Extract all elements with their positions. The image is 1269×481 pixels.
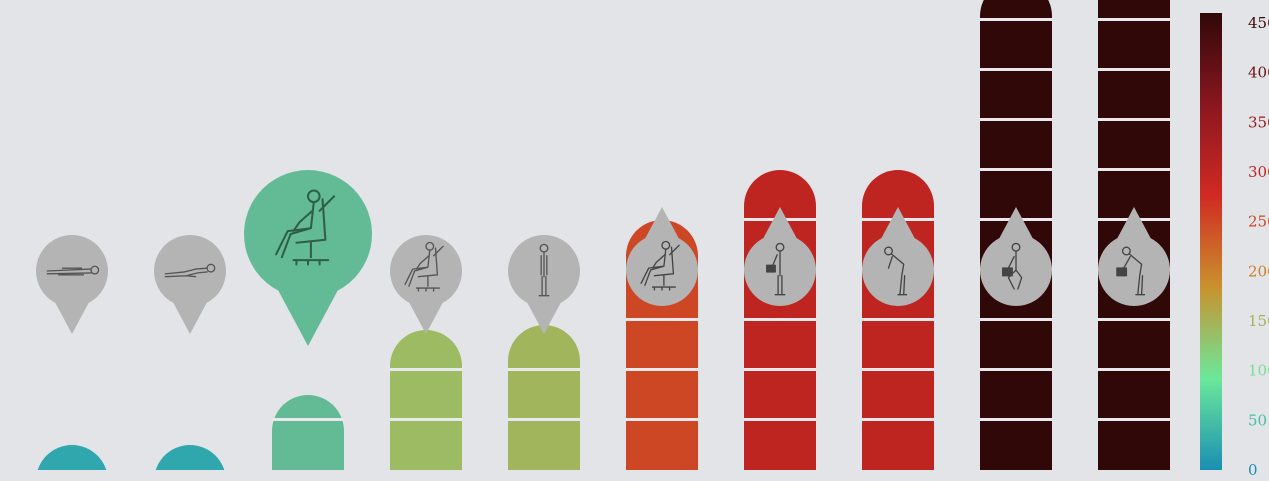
bar-segment-gap	[1098, 418, 1170, 421]
posture-bubble-8	[862, 207, 935, 307]
standing-icon	[538, 243, 550, 297]
bar-segment-gap	[1098, 68, 1170, 71]
bar-segment-gap	[744, 368, 816, 371]
colorbar-tick-label: 450	[1248, 14, 1269, 32]
bar-segment-gap	[744, 418, 816, 421]
colorbar-gradient	[1200, 13, 1222, 470]
posture-bubble-2	[153, 235, 226, 334]
bar-3	[272, 395, 344, 470]
colorbar-tick-label: 50	[1248, 411, 1267, 429]
colorbar-tick-label: 100	[1248, 362, 1269, 380]
posture-bubble-4	[390, 235, 462, 334]
bar-segment-gap	[862, 318, 934, 321]
bar-segment-gap	[862, 368, 934, 371]
colorbar: 0 50 100 150 200 250 300 350 400 450	[1200, 13, 1269, 479]
bar-segment-gap	[626, 418, 698, 421]
bar-segment-gap	[390, 418, 462, 421]
bar-5	[508, 325, 580, 470]
bar-segment-gap	[1098, 368, 1170, 371]
bar-2	[154, 445, 226, 470]
bar-4	[390, 330, 462, 470]
standing-holding-weight-icon	[766, 242, 786, 296]
colorbar-tick-label: 250	[1248, 213, 1269, 231]
colorbar-tick-label: 350	[1248, 113, 1269, 131]
bar-segment-gap	[980, 418, 1052, 421]
bar-segment-gap	[980, 18, 1052, 21]
sitting-reclined-icon	[275, 189, 336, 266]
bar-segment-gap	[272, 418, 344, 421]
posture-bubble-3	[244, 170, 372, 346]
bar-segment-gap	[1098, 318, 1170, 321]
bar-segment-gap	[980, 68, 1052, 71]
bar-segment-gap	[980, 368, 1052, 371]
bar-segment-gap	[862, 418, 934, 421]
bending-lifting-weight-icon	[1116, 246, 1146, 296]
icons-layer	[35, 170, 1170, 346]
posture-bubble-5	[507, 235, 580, 334]
colorbar-tick-label: 200	[1248, 262, 1269, 280]
bar-segment-gap	[626, 318, 698, 321]
bar-segment-gap	[1098, 18, 1170, 21]
colorbar-tick-label: 400	[1248, 64, 1269, 82]
posture-bubble-1	[35, 235, 108, 334]
bar-segment-gap	[980, 318, 1052, 321]
bar-segment-gap	[390, 368, 462, 371]
bar-segment-gap	[980, 168, 1052, 171]
standing-bent-forward-icon	[884, 246, 908, 296]
sitting-leaning-forward-icon	[640, 240, 680, 291]
bar-segment-gap	[1098, 118, 1170, 121]
colorbar-tick-label: 150	[1248, 312, 1269, 330]
posture-bubble-10	[1098, 207, 1170, 307]
bar-segment-gap	[744, 318, 816, 321]
sitting-upright-icon	[404, 241, 444, 292]
colorbar-tick-label: 300	[1248, 163, 1269, 181]
bar-segment-gap	[1098, 168, 1170, 171]
bar-segment-gap	[508, 418, 580, 421]
squatting-lifting-weight-icon	[1002, 242, 1023, 290]
bar-segment-gap	[508, 368, 580, 371]
bar-segment-gap	[626, 368, 698, 371]
lying-supine-icon	[46, 265, 100, 276]
colorbar-tick-label: 0	[1248, 461, 1258, 479]
bar-segment-gap	[980, 118, 1052, 121]
bar-1	[36, 445, 108, 470]
lying-side-icon	[164, 263, 216, 278]
